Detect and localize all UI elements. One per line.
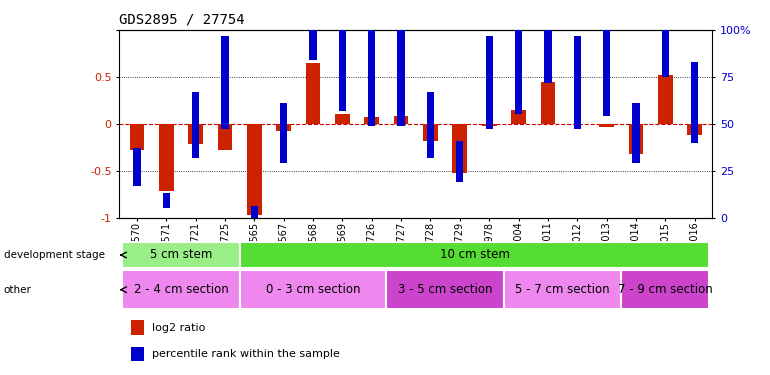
Bar xyxy=(397,28,405,126)
Bar xyxy=(122,242,239,268)
Bar xyxy=(133,174,141,186)
Bar xyxy=(239,242,709,268)
Bar xyxy=(427,92,434,158)
Bar xyxy=(393,116,408,124)
Bar xyxy=(368,114,376,126)
Bar xyxy=(397,114,405,126)
Bar xyxy=(661,0,669,77)
Bar xyxy=(387,270,504,309)
Bar xyxy=(544,0,551,82)
Bar xyxy=(192,92,199,158)
Bar xyxy=(603,9,611,116)
Bar xyxy=(192,146,199,158)
Bar xyxy=(131,346,144,361)
Bar xyxy=(511,110,526,124)
Text: 5 - 7 cm section: 5 - 7 cm section xyxy=(515,283,610,296)
Bar xyxy=(599,124,614,127)
Text: 10 cm stem: 10 cm stem xyxy=(440,249,510,261)
Bar xyxy=(574,118,581,129)
Text: other: other xyxy=(4,285,32,295)
Bar xyxy=(486,118,493,129)
Bar xyxy=(486,36,493,129)
Bar xyxy=(189,124,203,144)
Bar xyxy=(504,270,621,309)
Bar xyxy=(221,118,229,129)
Bar xyxy=(306,63,320,124)
Bar xyxy=(276,124,291,131)
Bar xyxy=(251,206,258,218)
Text: GDS2895 / 27754: GDS2895 / 27754 xyxy=(119,12,245,26)
Bar xyxy=(541,82,555,124)
Bar xyxy=(133,148,141,186)
Bar xyxy=(628,124,643,154)
Bar xyxy=(339,99,346,111)
Text: 5 cm stem: 5 cm stem xyxy=(150,249,213,261)
Bar xyxy=(661,66,669,77)
Bar xyxy=(339,0,346,111)
Bar xyxy=(251,212,258,217)
Text: 3 - 5 cm section: 3 - 5 cm section xyxy=(398,283,492,296)
Bar xyxy=(335,114,350,124)
Bar xyxy=(129,124,144,150)
Bar xyxy=(691,62,698,142)
Text: 2 - 4 cm section: 2 - 4 cm section xyxy=(134,283,229,296)
Bar xyxy=(603,105,611,116)
Bar xyxy=(515,6,522,114)
Text: 7 - 9 cm section: 7 - 9 cm section xyxy=(618,283,713,296)
Bar xyxy=(658,75,673,124)
Bar xyxy=(221,36,229,129)
Bar xyxy=(131,320,144,335)
Bar xyxy=(159,124,174,191)
Bar xyxy=(632,152,640,163)
Bar xyxy=(364,117,379,124)
Bar xyxy=(162,197,170,208)
Bar xyxy=(453,124,467,172)
Bar xyxy=(310,49,316,60)
Bar xyxy=(310,0,316,60)
Bar xyxy=(247,124,262,214)
Bar xyxy=(574,36,581,129)
Bar xyxy=(632,103,640,163)
Bar xyxy=(280,152,287,163)
Text: development stage: development stage xyxy=(4,250,105,260)
Bar xyxy=(456,141,464,182)
Bar xyxy=(239,270,387,309)
Bar xyxy=(456,171,464,182)
Bar xyxy=(544,71,551,82)
Bar xyxy=(515,103,522,114)
Bar xyxy=(368,28,376,126)
Bar xyxy=(162,193,170,208)
Bar xyxy=(218,124,233,150)
Bar xyxy=(427,146,434,158)
Text: 0 - 3 cm section: 0 - 3 cm section xyxy=(266,283,360,296)
Bar xyxy=(122,270,239,309)
Bar xyxy=(688,124,702,135)
Bar xyxy=(621,270,709,309)
Bar xyxy=(280,103,287,163)
Bar xyxy=(691,131,698,142)
Text: percentile rank within the sample: percentile rank within the sample xyxy=(152,349,340,359)
Bar xyxy=(482,124,497,126)
Bar xyxy=(424,124,438,141)
Text: log2 ratio: log2 ratio xyxy=(152,322,206,333)
